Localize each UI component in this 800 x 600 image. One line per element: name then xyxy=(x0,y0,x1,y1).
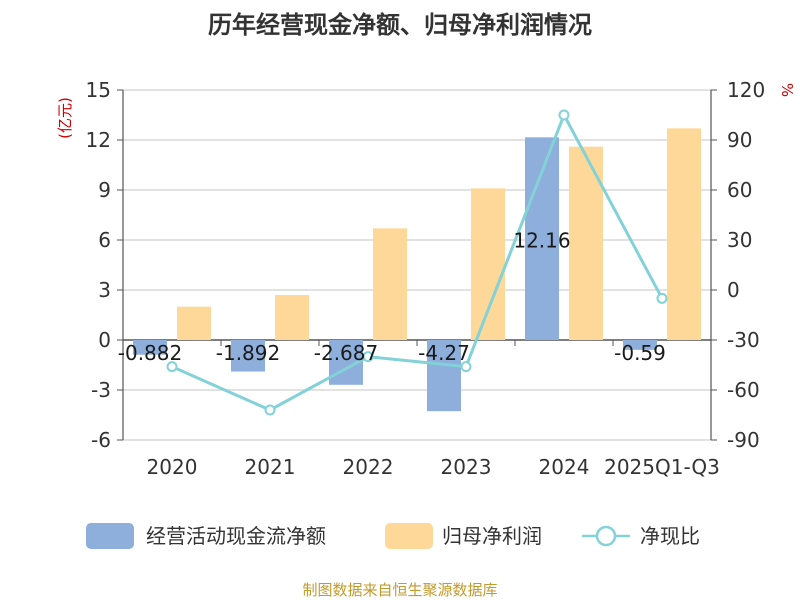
bar-value-label: -2.687 xyxy=(314,341,378,365)
bar-profit xyxy=(667,128,701,340)
right-tick-label: 120 xyxy=(727,78,765,102)
left-tick-label: 12 xyxy=(86,128,111,152)
left-axis: 15 12 9 6 3 0 -3 -6 xyxy=(86,78,124,452)
ratio-line-path xyxy=(171,113,664,412)
bar-value-label: -4.27 xyxy=(418,341,470,365)
right-tick-label: 0 xyxy=(727,278,740,302)
x-tick-label: 2020 xyxy=(147,455,198,479)
bar-value-label: -1.892 xyxy=(216,341,280,365)
left-tick-label: -6 xyxy=(91,428,111,452)
right-tick-label: -90 xyxy=(727,428,760,452)
bar-cashflow xyxy=(623,340,657,350)
left-tick-label: 0 xyxy=(98,328,111,352)
data-source-note: 制图数据来自恒生聚源数据库 xyxy=(302,581,497,599)
legend: 经营活动现金流净额 归母净利润 净现比 xyxy=(86,523,700,549)
ratio-point xyxy=(264,404,276,416)
ratio-point xyxy=(362,351,374,363)
legend-swatch-profit xyxy=(385,523,433,549)
legend-label-ratio: 净现比 xyxy=(640,524,700,548)
left-tick-label: 6 xyxy=(98,228,111,252)
right-axis: 120 90 60 30 0 -30 -60 -90 xyxy=(710,78,765,452)
ratio-point xyxy=(460,361,472,373)
left-tick-label: 3 xyxy=(98,278,111,302)
left-axis-label: (亿元) xyxy=(56,97,74,139)
right-tick-label: -30 xyxy=(727,328,760,352)
right-axis-label: % xyxy=(778,83,796,97)
bar-value-label: -0.59 xyxy=(614,341,666,365)
legend-label-cashflow: 经营活动现金流净额 xyxy=(146,524,326,548)
ratio-line xyxy=(166,109,668,416)
ratio-point xyxy=(558,109,570,121)
bar-profit xyxy=(471,188,505,340)
right-tick-label: -60 xyxy=(727,378,760,402)
right-tick-label: 30 xyxy=(727,228,752,252)
ratio-point xyxy=(656,292,668,304)
legend-label-profit: 归母净利润 xyxy=(442,524,542,548)
left-tick-label: -3 xyxy=(91,378,111,402)
x-tick-label: 2022 xyxy=(343,455,394,479)
legend-swatch-cashflow xyxy=(86,523,134,549)
bars xyxy=(133,128,701,412)
grid-lines xyxy=(123,89,711,441)
right-tick-label: 90 xyxy=(727,128,752,152)
bar-value-label: 12.16 xyxy=(513,228,570,252)
x-tick-label: 2024 xyxy=(539,455,590,479)
bar-cashflow xyxy=(231,340,265,372)
x-tick-label: 2025Q1-Q3 xyxy=(604,455,720,479)
bar-profit xyxy=(177,306,211,340)
left-tick-label: 15 xyxy=(86,78,111,102)
right-tick-label: 60 xyxy=(727,178,752,202)
bar-profit xyxy=(373,228,407,340)
x-tick-label: 2021 xyxy=(245,455,296,479)
x-tick-label: 2023 xyxy=(441,455,492,479)
chart-title: 历年经营现金净额、归母净利润情况 xyxy=(208,11,592,39)
bar-value-label: -0.882 xyxy=(118,341,182,365)
left-tick-label: 9 xyxy=(98,178,111,202)
legend-marker-ratio xyxy=(595,525,617,547)
bar-cashflow xyxy=(427,340,461,412)
bar-cashflow xyxy=(133,340,167,355)
bar-labels: -0.882 -1.892 -2.687 -4.27 12.16 -0.59 xyxy=(118,228,666,365)
x-axis: 2020 2021 2022 2023 2024 2025Q1-Q3 xyxy=(122,340,720,479)
bar-profit xyxy=(275,295,309,340)
ratio-point xyxy=(166,361,178,373)
